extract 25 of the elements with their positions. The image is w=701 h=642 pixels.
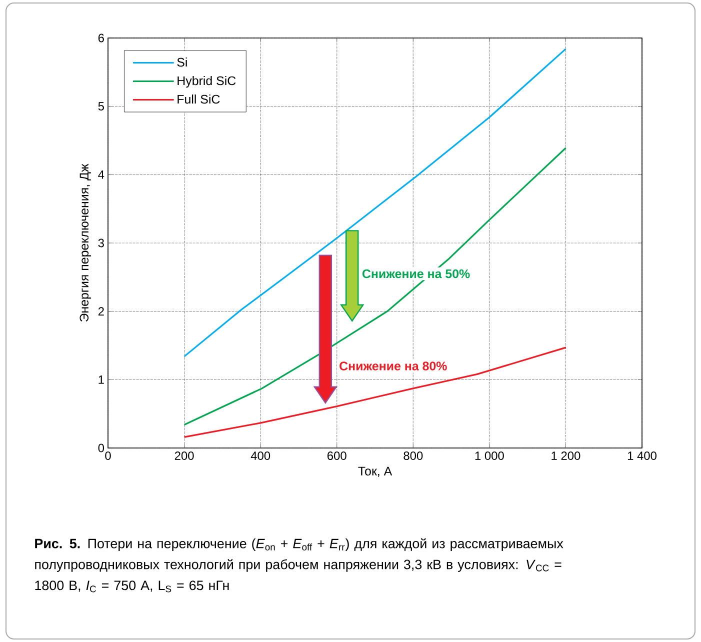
annotation: Снижение на 50% (362, 269, 470, 278)
x-tick-label: 200 (174, 452, 194, 460)
x-tick-label: 800 (404, 452, 423, 460)
legend-label: Si (177, 57, 187, 67)
y-tick-label: 5 (98, 102, 104, 110)
y-tick-label: 0 (98, 444, 104, 452)
line-series (183, 346, 567, 438)
y-tick-label: 1 (98, 376, 104, 384)
x-tick-label: 1 000 (475, 452, 504, 460)
legend-label: Hybrid SiC (178, 76, 236, 88)
x-tick-label: 1 400 (628, 452, 656, 460)
annotation: Снижение на 80% (340, 362, 447, 370)
x-axis-title: Ток, А (358, 466, 392, 477)
x-tick-label: 0 (105, 452, 111, 460)
line-series (183, 147, 567, 426)
legend-label: Full SiC (178, 94, 220, 104)
x-tick-label: 400 (250, 452, 270, 460)
y-axis-title: Энергия переключения, Дж (80, 164, 91, 322)
x-tick-label: 1 200 (552, 452, 580, 460)
y-tick-label: 6 (98, 34, 104, 42)
x-tick-label: 600 (327, 452, 346, 460)
y-tick-label: 3 (98, 238, 104, 248)
y-tick-label: 4 (98, 170, 104, 179)
text: Рис. 5. Потери на переключение (E$_{on}$ + E$_{off}$ + E$_{rr}$) для каждой из рассматриваемых полупроводниковых технологий при рабочем напряжении 3,3 кВ в условиях: V$_{CC}$ = 1800 В, I$_{C}$ = 750 А, L$_{S}$ = 65 нГн (35, 538, 564, 592)
y-tick-label: 2 (98, 307, 104, 316)
